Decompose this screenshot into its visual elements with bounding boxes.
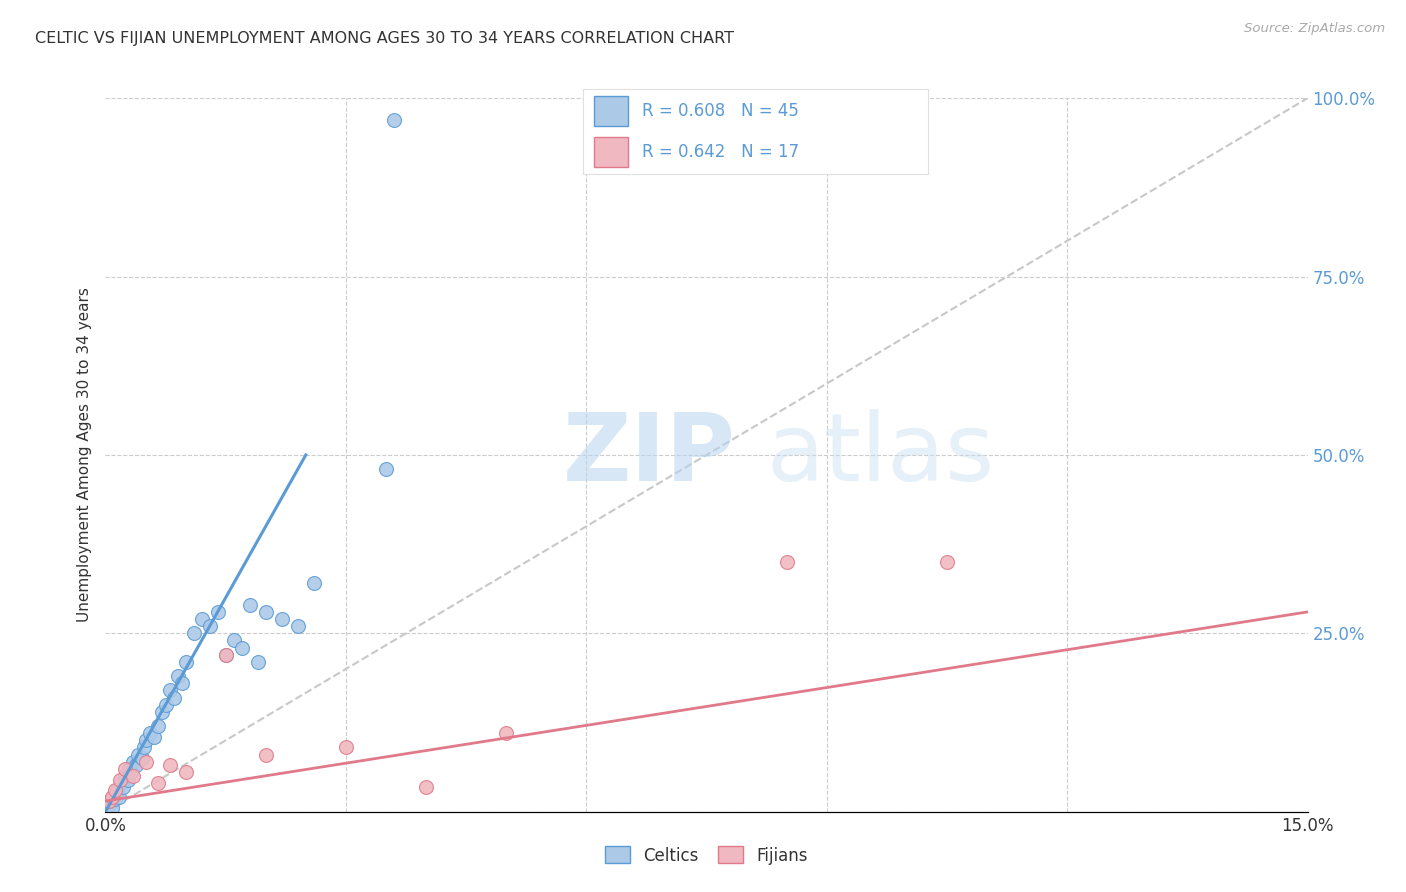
Point <box>159 758 181 772</box>
Point <box>146 719 169 733</box>
Point <box>107 783 129 797</box>
Legend: Celtics, Fijians: Celtics, Fijians <box>598 839 815 871</box>
Point <box>239 598 262 612</box>
Point <box>146 776 169 790</box>
Point <box>135 733 157 747</box>
Point <box>170 676 193 690</box>
Point <box>100 794 122 808</box>
Point <box>138 726 160 740</box>
Point <box>159 683 181 698</box>
Point <box>254 747 277 762</box>
Point <box>302 576 325 591</box>
Point <box>114 769 136 783</box>
Text: atlas: atlas <box>766 409 995 501</box>
Point <box>104 787 127 801</box>
Point <box>120 765 142 780</box>
Point <box>214 648 236 662</box>
Point <box>108 772 131 787</box>
Point <box>104 783 127 797</box>
Text: CELTIC VS FIJIAN UNEMPLOYMENT AMONG AGES 30 TO 34 YEARS CORRELATION CHART: CELTIC VS FIJIAN UNEMPLOYMENT AMONG AGES… <box>35 31 734 46</box>
Point <box>98 794 121 808</box>
Point <box>103 790 125 805</box>
Point <box>112 780 135 794</box>
Point <box>254 605 277 619</box>
Point <box>222 633 245 648</box>
Point <box>135 755 157 769</box>
Point <box>118 762 141 776</box>
Point <box>495 726 517 740</box>
Bar <box>593 96 628 127</box>
Point <box>127 747 149 762</box>
Point <box>936 555 959 569</box>
Point <box>270 612 292 626</box>
Point <box>150 705 173 719</box>
Point <box>415 780 437 794</box>
Point <box>117 772 139 787</box>
Point <box>776 555 799 569</box>
Point <box>101 801 124 815</box>
Point <box>108 790 131 805</box>
Point <box>374 462 398 476</box>
Point <box>174 655 197 669</box>
Point <box>125 758 148 772</box>
Point <box>190 612 212 626</box>
Text: R = 0.642   N = 17: R = 0.642 N = 17 <box>643 143 799 161</box>
Point <box>101 790 124 805</box>
Point <box>98 797 121 812</box>
Text: Source: ZipAtlas.com: Source: ZipAtlas.com <box>1244 22 1385 36</box>
Point <box>110 776 132 790</box>
Point <box>142 730 165 744</box>
Bar <box>593 136 628 167</box>
Point <box>287 619 309 633</box>
Point <box>104 792 127 806</box>
Point <box>183 626 205 640</box>
Point <box>335 740 357 755</box>
Point <box>114 762 136 776</box>
Point <box>155 698 177 712</box>
Text: ZIP: ZIP <box>562 409 735 501</box>
Point <box>246 655 269 669</box>
Point <box>132 740 155 755</box>
Point <box>131 751 153 765</box>
Point <box>214 648 236 662</box>
Point <box>122 769 145 783</box>
Y-axis label: Unemployment Among Ages 30 to 34 years: Unemployment Among Ages 30 to 34 years <box>77 287 93 623</box>
Point <box>382 112 405 127</box>
Point <box>207 605 229 619</box>
Point <box>174 765 197 780</box>
Point <box>122 755 145 769</box>
Point <box>166 669 188 683</box>
Point <box>162 690 184 705</box>
Text: R = 0.608   N = 45: R = 0.608 N = 45 <box>643 103 799 120</box>
Point <box>198 619 221 633</box>
Point <box>231 640 253 655</box>
